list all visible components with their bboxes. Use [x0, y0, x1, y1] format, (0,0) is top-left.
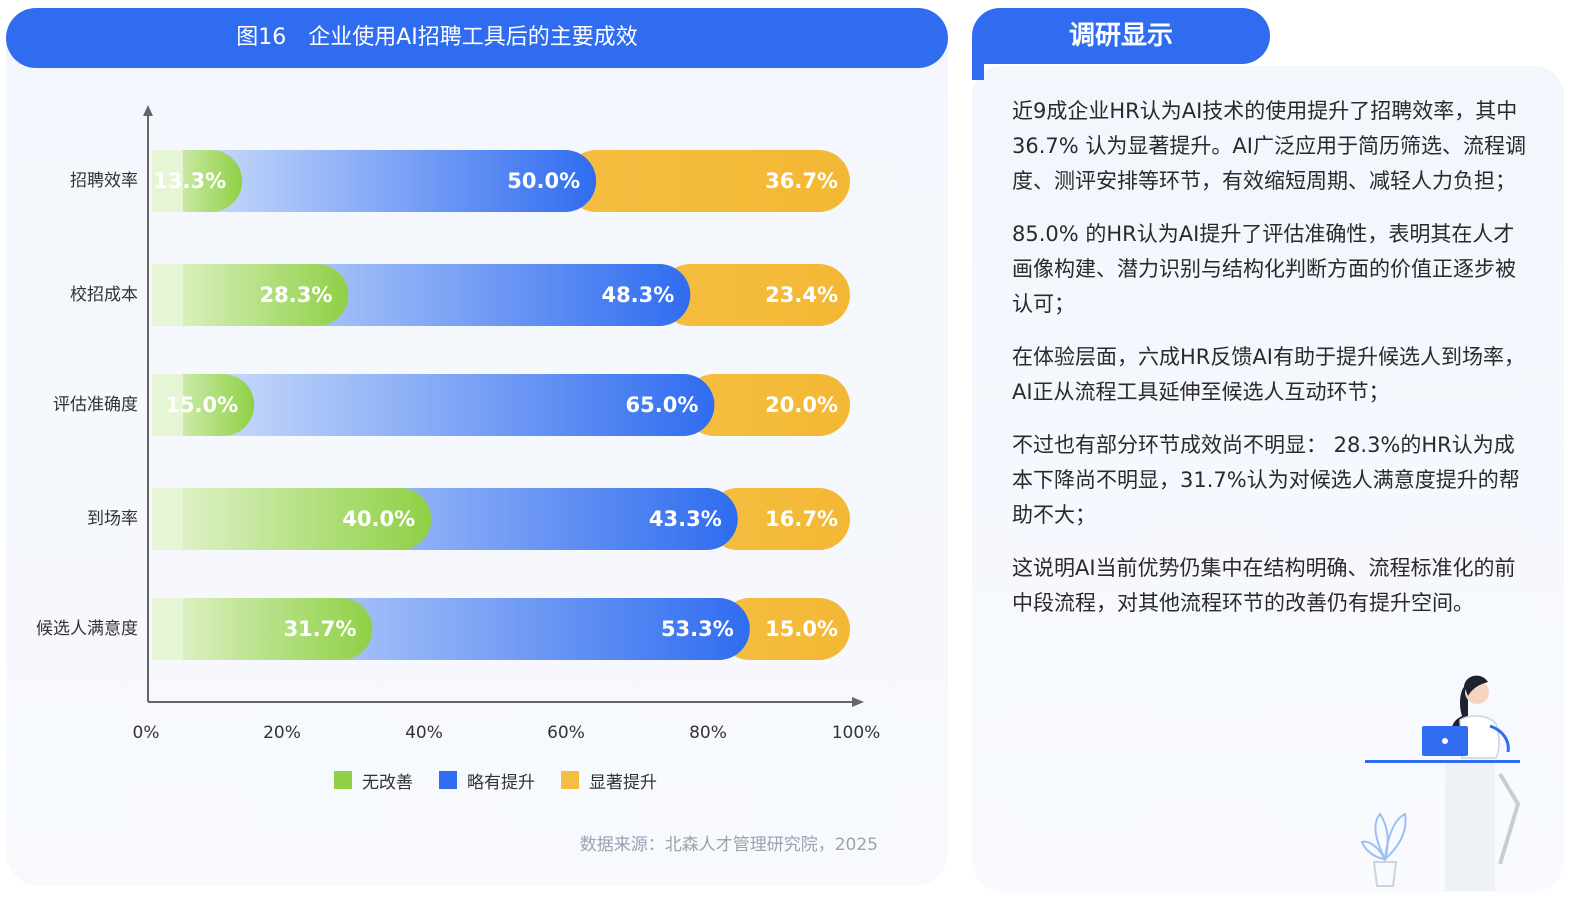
bar-significant-improvement — [565, 150, 850, 212]
data-label: 28.3% — [260, 283, 333, 307]
data-label: 53.3% — [661, 617, 734, 641]
person-at-laptop-illustration — [1360, 675, 1521, 891]
bar-no-improvement-edge — [152, 150, 183, 212]
legend-item-no-improvement: 无改善 — [334, 768, 413, 793]
legend-swatch-green — [334, 771, 352, 789]
bar-no-improvement-edge — [152, 374, 183, 436]
bar-no-improvement-edge — [152, 264, 183, 326]
bar-significant-improvement — [683, 374, 850, 436]
legend-swatch-blue — [439, 771, 457, 789]
data-label: 40.0% — [342, 507, 415, 531]
chart-title: 图16 企业使用AI招聘工具后的主要成效 — [236, 25, 638, 50]
bar-slight-improvement — [152, 150, 597, 212]
data-label: 43.3% — [649, 507, 722, 531]
chart-legend: 无改善 略有提升 显著提升 — [334, 768, 683, 793]
survey-paragraph: 这说明AI当前优势仍集中在结构明确、流程标准化的前中段流程，对其他流程环节的改善… — [1012, 556, 1516, 615]
legend-label: 无改善 — [362, 772, 413, 793]
survey-paragraph: 在体验层面，六成HR反馈AI有助于提升候选人到场率，AI正从流程工具延伸至候选人… — [1012, 345, 1525, 404]
bar-significant-improvement — [659, 264, 850, 326]
category-label: 校招成本 — [70, 285, 138, 305]
laptop-icon — [1422, 726, 1468, 756]
x-tick-label: 60% — [547, 723, 585, 743]
data-label: 36.7% — [765, 169, 838, 193]
bar-significant-improvement — [718, 598, 850, 660]
data-label: 15.0% — [765, 617, 838, 641]
x-axis-arrow — [852, 697, 864, 707]
bar-significant-improvement — [706, 488, 850, 550]
legend-item-significant-improvement: 显著提升 — [561, 768, 657, 793]
legend-label: 显著提升 — [589, 772, 657, 793]
data-label: 16.7% — [765, 507, 838, 531]
data-label: 15.0% — [165, 393, 238, 417]
x-tick-label: 20% — [263, 723, 301, 743]
data-label: 50.0% — [507, 169, 580, 193]
bar-no-improvement — [152, 264, 349, 326]
survey-text: 近9成企业HR认为AI技术的使用提升了招聘效率，其中36.7% 认为显著提升。A… — [1012, 94, 1532, 639]
plant-icon — [1360, 812, 1407, 887]
survey-paragraph: 85.0% 的HR认为AI提升了评估准确性，表明其在人才画像构建、潜力识别与结构… — [1012, 222, 1516, 316]
chart-panel-header: 图16 企业使用AI招聘工具后的主要成效 — [6, 8, 948, 68]
x-tick-label: 40% — [405, 723, 443, 743]
survey-paragraph: 不过也有部分环节成效尚不明显： 28.3%的HR认为成本下降尚不明显，31.7%… — [1012, 433, 1520, 527]
legend-swatch-yellow — [561, 771, 579, 789]
x-tick-label: 0% — [133, 723, 160, 743]
legend-item-slight-improvement: 略有提升 — [439, 768, 535, 793]
category-label: 招聘效率 — [70, 171, 138, 191]
x-tick-label: 100% — [832, 723, 881, 743]
data-label: 13.3% — [153, 169, 226, 193]
data-label: 65.0% — [626, 393, 699, 417]
data-source: 数据来源：北森人才管理研究院，2025 — [579, 835, 878, 855]
survey-header: 调研显示 — [972, 8, 1270, 64]
legend-label: 略有提升 — [467, 772, 535, 793]
person — [1451, 675, 1510, 759]
survey-paragraph: 近9成企业HR认为AI技术的使用提升了招聘效率，其中36.7% 认为显著提升。A… — [1012, 99, 1526, 193]
bar-no-improvement — [152, 488, 432, 550]
category-label: 评估准确度 — [53, 395, 138, 415]
bar-no-improvement — [152, 598, 373, 660]
data-label: 31.7% — [284, 617, 357, 641]
bar-slight-improvement — [152, 374, 715, 436]
data-label: 20.0% — [765, 393, 838, 417]
bar-no-improvement-edge — [152, 488, 183, 550]
desk — [1365, 760, 1521, 891]
bar-no-improvement-edge — [152, 598, 183, 660]
x-tick-label: 80% — [689, 723, 727, 743]
stacked-bar-chart: 13.3% 50.0% 36.7% 28.3% 48.3% 23.4% 15.0% 65.0%… — [36, 105, 881, 743]
y-axis-arrow — [143, 105, 153, 116]
data-label: 48.3% — [601, 283, 674, 307]
data-label: 23.4% — [765, 283, 838, 307]
category-label: 到场率 — [87, 509, 138, 529]
category-label: 候选人满意度 — [36, 619, 138, 639]
